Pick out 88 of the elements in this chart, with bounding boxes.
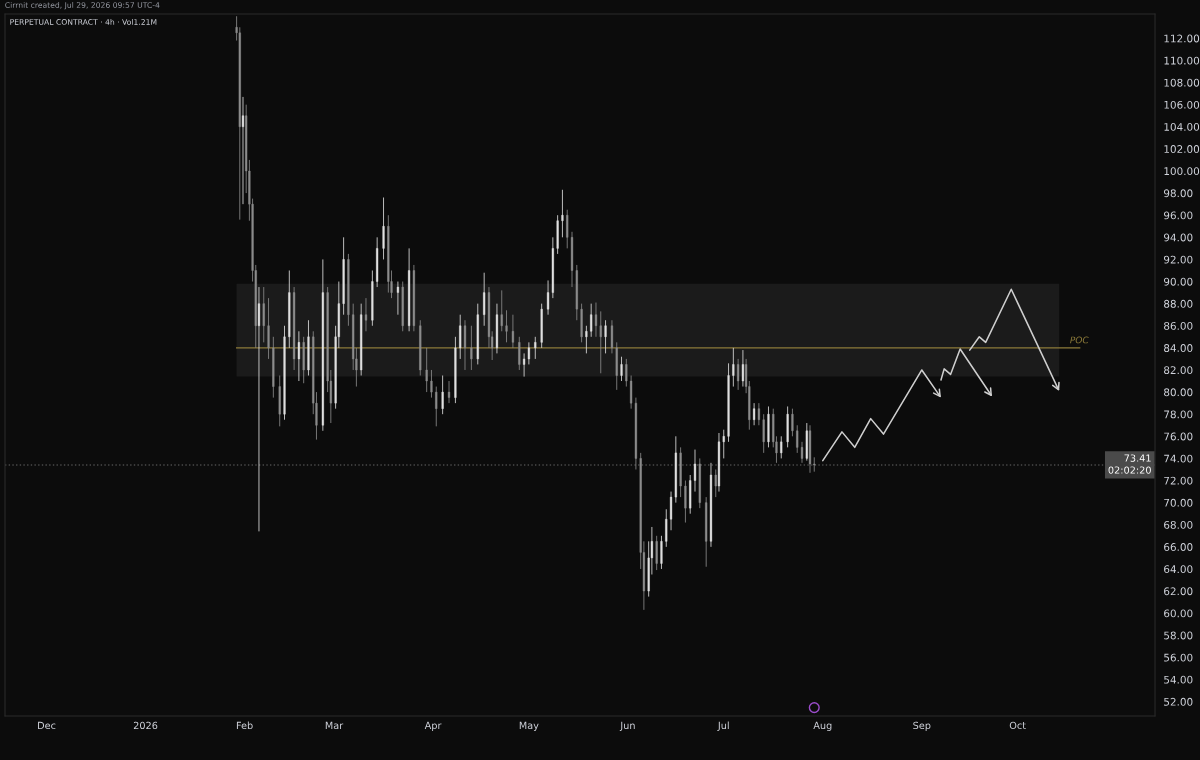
candlestick — [511, 314, 515, 349]
y-tick-label: 94.00 — [1163, 233, 1193, 242]
candlestick — [430, 369, 433, 399]
candlestick — [757, 402, 760, 426]
y-tick-label: 76.00 — [1164, 432, 1193, 441]
y-tick-label: 104.00 — [1164, 122, 1200, 131]
candlestick — [732, 347, 735, 387]
y-tick-label: 100.00 — [1164, 167, 1200, 176]
y-tick-label: 102.00 — [1164, 145, 1200, 153]
y-tick-label: 88.00 — [1164, 299, 1193, 308]
y-tick-label: 78.00 — [1164, 410, 1193, 419]
candlestick — [753, 402, 756, 426]
y-tick-label: 62.00 — [1164, 587, 1193, 596]
y-tick-label: 108.00 — [1164, 78, 1200, 87]
y-tick-label: 52.00 — [1164, 697, 1193, 706]
y-tick-label: 106.00 — [1164, 100, 1200, 109]
y-tick-label: 90.00 — [1163, 277, 1193, 286]
y-tick-label: 84.00 — [1164, 344, 1193, 352]
candlestick — [585, 325, 588, 354]
y-tick-label: 110.00 — [1164, 56, 1200, 65]
candlestick — [620, 356, 623, 382]
x-tick-label: Aug — [813, 721, 832, 731]
candlestick — [382, 197, 385, 260]
candlestick — [425, 347, 428, 393]
y-tick-label: 66.00 — [1164, 543, 1193, 551]
candlestick — [741, 349, 745, 387]
x-tick-label: Dec — [38, 721, 56, 730]
y-tick-label: 96.00 — [1163, 211, 1193, 220]
y-tick-label: 74.00 — [1164, 454, 1193, 463]
x-tick-label: Feb — [236, 721, 253, 730]
candlestick — [714, 469, 717, 498]
candlestick — [791, 408, 794, 437]
x-tick-label: Jul — [717, 721, 729, 731]
candlestick — [594, 302, 598, 338]
candlestick — [463, 319, 467, 371]
y-tick-label: 60.00 — [1164, 609, 1193, 618]
x-tick-label: May — [519, 721, 539, 731]
ref-line-label: POC — [1070, 336, 1089, 344]
y-tick-label: 112.00 — [1164, 34, 1200, 43]
ref-line-label: 73.41 02:02:20 — [1108, 454, 1151, 474]
candlestick — [500, 289, 503, 332]
candlestick — [396, 281, 400, 316]
candlestick — [505, 309, 508, 343]
candlestick — [267, 297, 270, 360]
candlestick — [435, 386, 438, 427]
y-tick-label: 72.00 — [1164, 476, 1193, 485]
candlestick — [527, 341, 530, 365]
y-tick-label: 86.00 — [1164, 321, 1193, 330]
y-tick-label: 70.00 — [1164, 498, 1193, 507]
candlestick — [262, 286, 265, 343]
x-tick-label: Jun — [619, 721, 635, 731]
candlestick — [483, 272, 486, 327]
x-tick-label: Oct — [1009, 721, 1026, 730]
candlestick — [518, 336, 521, 371]
y-tick-label: 80.00 — [1164, 388, 1193, 397]
candlestick — [665, 508, 668, 548]
candlestick — [722, 429, 725, 459]
x-tick-label: Apr — [424, 721, 442, 731]
candlestick — [470, 325, 473, 371]
candlestick — [610, 319, 614, 354]
candlestick — [257, 286, 261, 532]
y-tick-label: 64.00 — [1164, 565, 1193, 574]
y-tick-label: 98.00 — [1163, 189, 1193, 198]
candlestick — [459, 314, 462, 360]
candlestick — [447, 380, 451, 404]
candlestick — [655, 535, 658, 571]
x-tick-label: Mar — [325, 721, 344, 730]
y-tick-label: 54.00 — [1164, 675, 1193, 684]
y-tick-label: 58.00 — [1164, 631, 1193, 640]
candlestick — [684, 480, 687, 523]
candlestick — [364, 297, 368, 332]
y-tick-label: 68.00 — [1164, 520, 1193, 529]
candlestick — [534, 336, 537, 360]
y-tick-label: 82.00 — [1164, 366, 1193, 375]
candlestick — [441, 375, 444, 415]
y-tick-label: 92.00 — [1163, 255, 1193, 264]
candlestick — [737, 358, 740, 391]
candlestick — [561, 189, 564, 238]
candlestick — [780, 435, 783, 459]
x-tick-label: 2026 — [133, 721, 158, 730]
candlestick — [297, 330, 300, 382]
y-tick-label: 56.00 — [1164, 653, 1193, 662]
candlestick — [590, 303, 593, 338]
candlestick — [604, 319, 607, 354]
candlestick — [660, 535, 663, 570]
candlestick — [625, 358, 628, 387]
x-tick-label: Sep — [913, 721, 931, 731]
candlestick — [762, 413, 765, 454]
